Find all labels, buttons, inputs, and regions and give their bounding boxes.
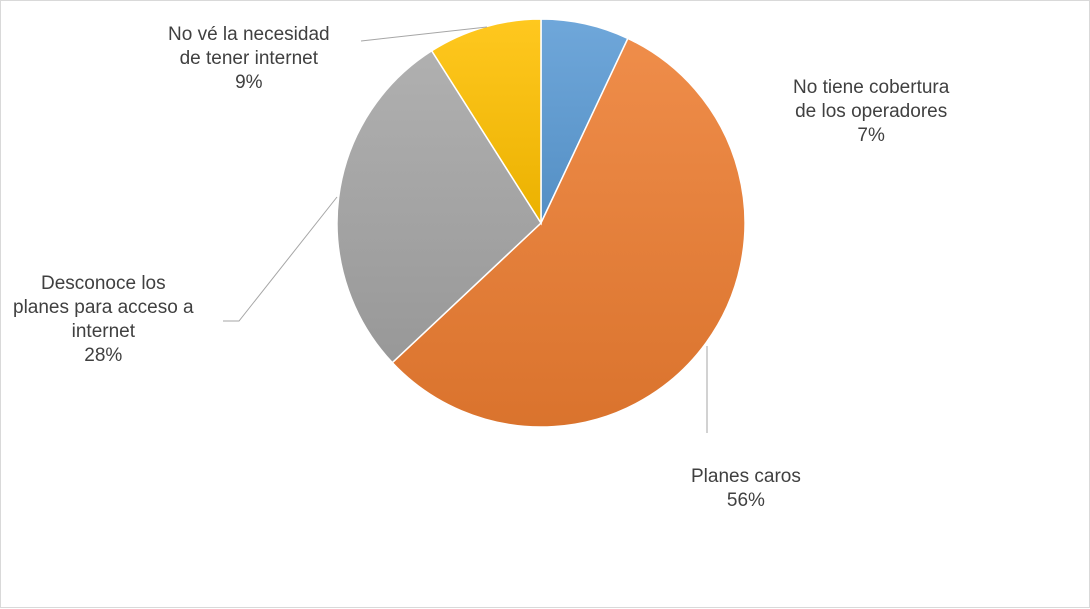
data-label-planes-caros: Planes caros 56% [691, 465, 801, 513]
pie-slice-desconoce [336, 49, 542, 364]
data-label-percent: 9% [235, 72, 263, 93]
data-label-name-line: internet [71, 321, 135, 342]
data-label-no-cobertura: No tiene cobertura de los operadores 7% [793, 76, 949, 148]
data-label-name-line: No tiene cobertura [793, 77, 950, 98]
data-label-name-line: planes para acceso a [13, 297, 194, 318]
leader-line-desconoce [223, 196, 338, 322]
data-label-percent: 28% [84, 345, 123, 366]
data-label-name-line: Planes caros [691, 466, 801, 487]
data-label-desconoce: Desconoce los planes para acceso a inter… [13, 272, 194, 368]
data-label-no-necesidad: No vé la necesidad de tener internet 9% [168, 23, 330, 95]
data-label-name-line: No vé la necesidad [168, 24, 330, 45]
data-label-name-line: de los operadores [795, 101, 948, 122]
leader-line-no-necesidad [360, 26, 488, 42]
pie-slice-planes-caros [391, 37, 746, 428]
data-label-percent: 7% [857, 125, 885, 146]
data-label-name-line: de tener internet [179, 48, 318, 69]
data-label-name-line: Desconoce los [41, 273, 166, 294]
data-label-percent: 56% [726, 490, 765, 511]
